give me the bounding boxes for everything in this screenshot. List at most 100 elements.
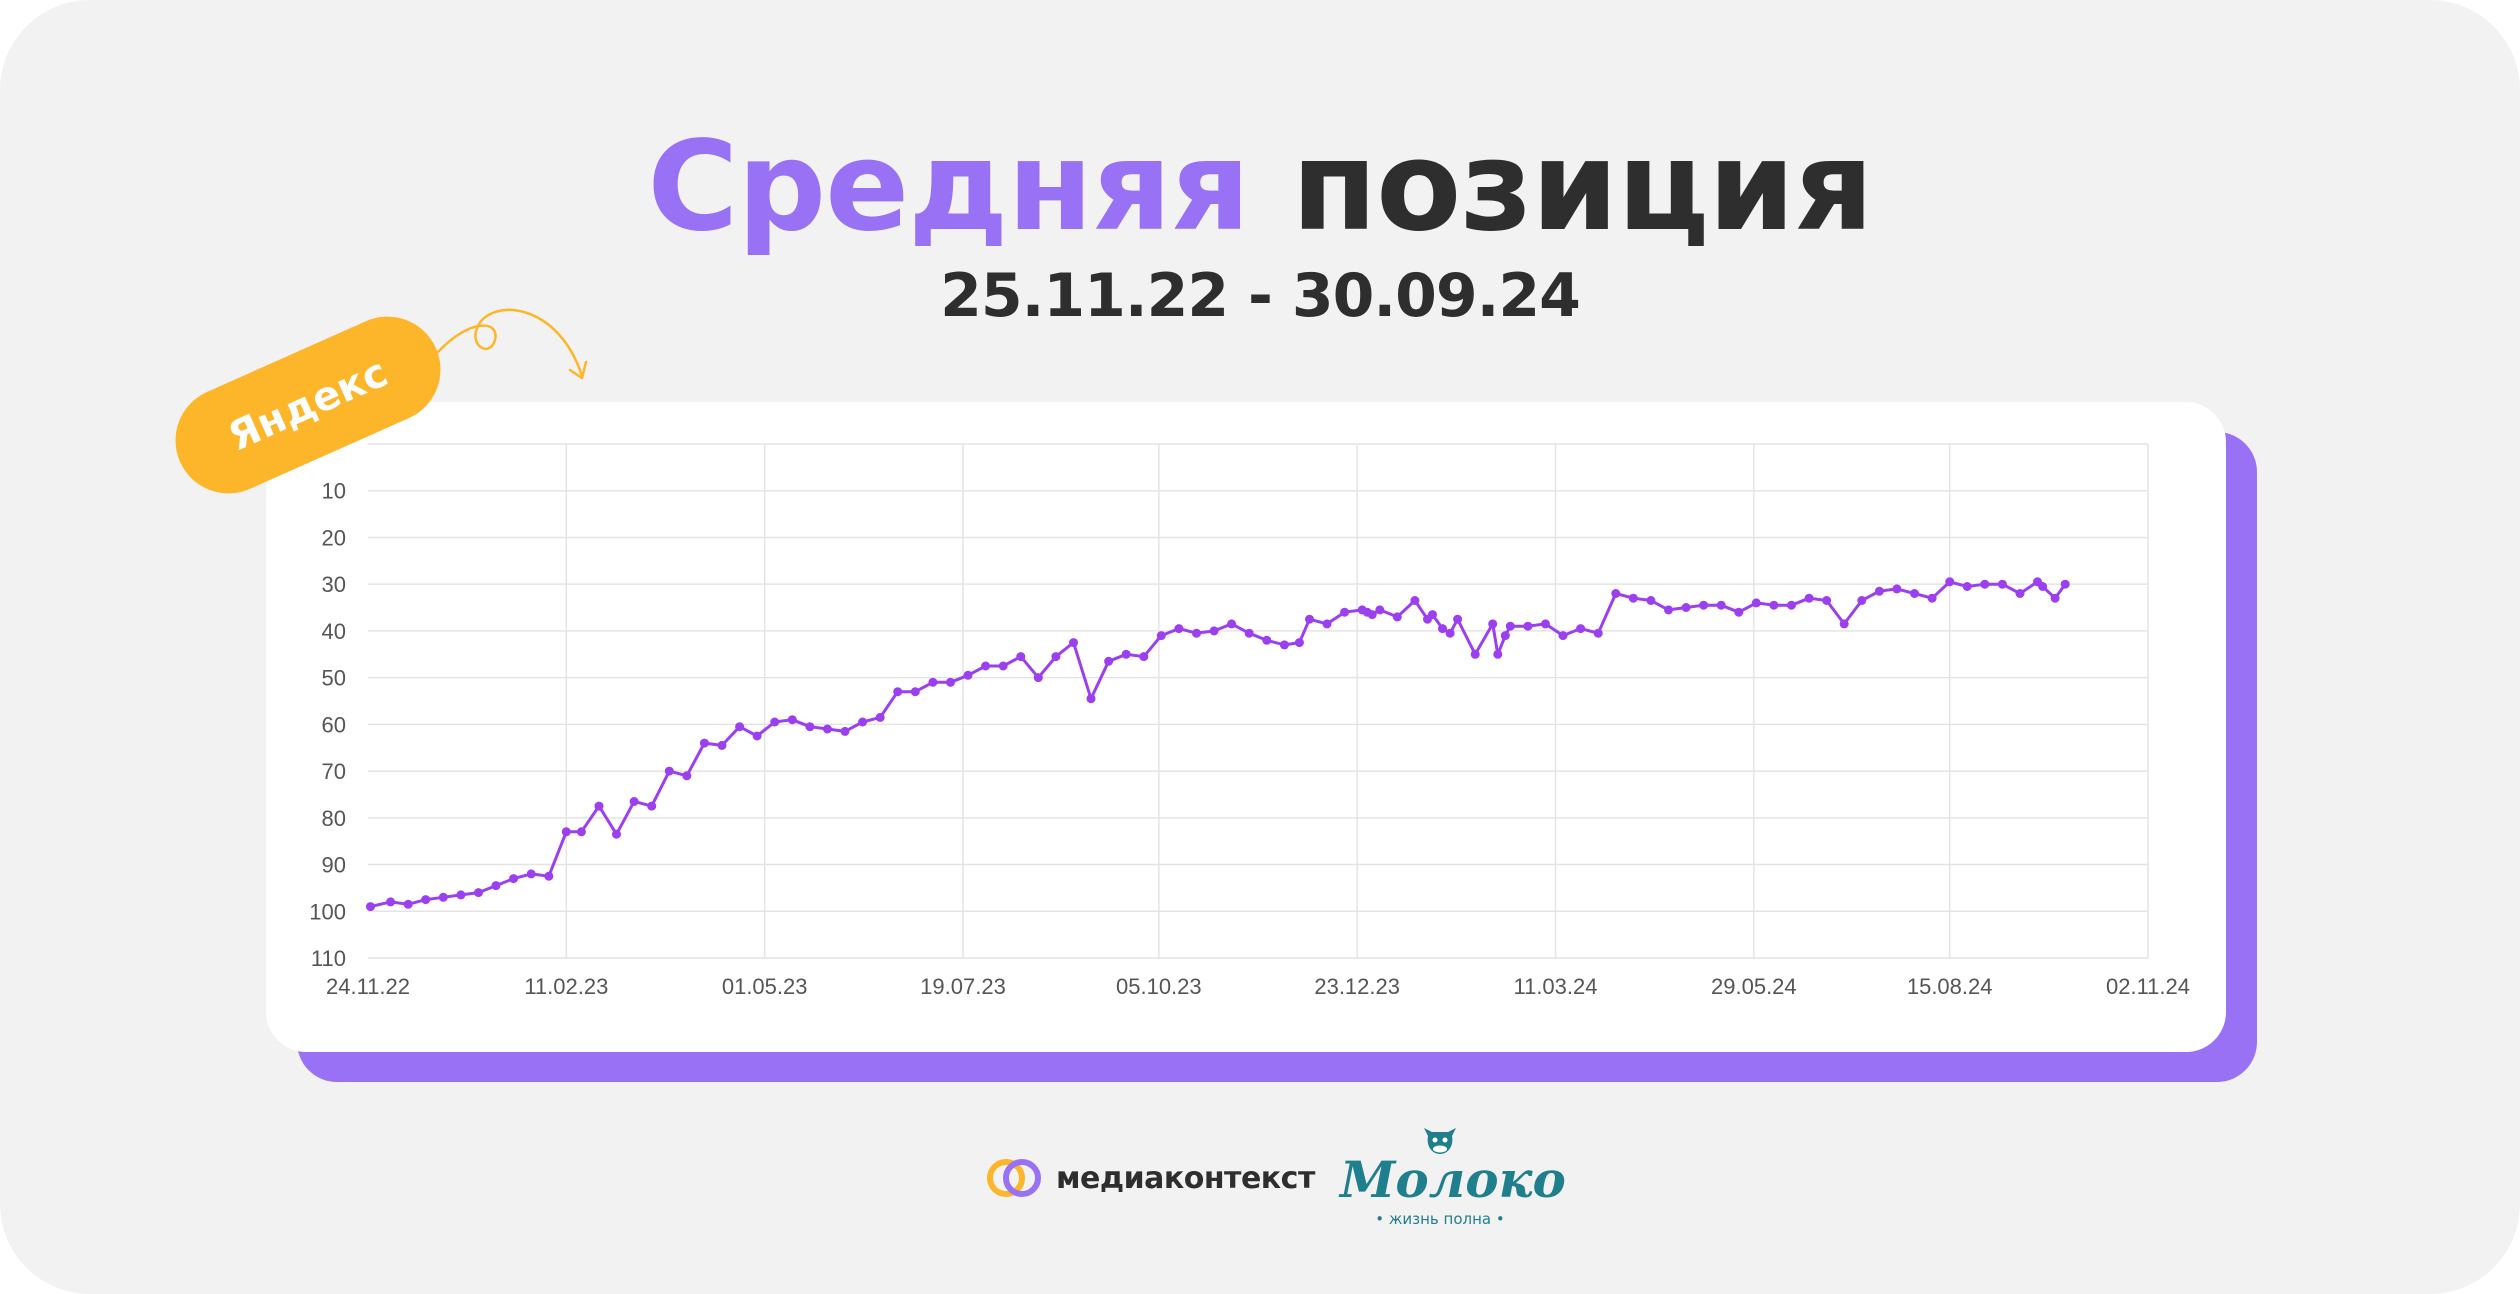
data-point [1244, 628, 1254, 638]
data-point [1839, 619, 1849, 629]
brand-mediacontext: медиаконтекст [986, 1156, 1315, 1200]
data-point [1892, 584, 1902, 594]
data-point [1734, 607, 1744, 617]
data-point [1997, 579, 2007, 589]
brand-moloko: Молоко • жизнь полна • [1340, 1128, 1566, 1238]
data-point [386, 897, 396, 907]
data-point [858, 717, 868, 727]
data-point [1945, 577, 1955, 587]
y-tick-label: 110 [311, 946, 346, 971]
data-point [1016, 652, 1026, 662]
data-point [1104, 656, 1114, 666]
data-point [366, 902, 375, 912]
x-tick-label: 23.12.23 [1314, 974, 1400, 999]
data-point [1069, 638, 1078, 648]
data-point [1927, 593, 1937, 603]
data-point [1445, 628, 1455, 638]
data-point [1209, 626, 1219, 636]
y-tick-label: 30 [322, 572, 346, 597]
data-point [1139, 652, 1149, 662]
data-point [1051, 652, 1061, 662]
data-point [1279, 640, 1289, 650]
data-point [1428, 610, 1437, 620]
brand-mediacontext-name: медиаконтекст [1056, 1160, 1315, 1196]
data-point [1874, 586, 1884, 596]
data-point [2050, 593, 2060, 603]
data-point [1980, 579, 1990, 589]
data-point [629, 797, 639, 806]
data-point [1340, 607, 1350, 617]
data-point [1664, 605, 1673, 615]
data-point [840, 726, 850, 736]
x-tick-label: 02.11.24 [2106, 974, 2190, 999]
data-point [699, 738, 709, 748]
series-line [370, 580, 2067, 909]
data-point [787, 715, 797, 725]
data-point [998, 661, 1008, 671]
data-point [1910, 589, 1919, 598]
data-point [403, 899, 413, 909]
data-point [717, 740, 727, 750]
brand-moloko-name: Молоко [1340, 1150, 1566, 1209]
overlapping-rings-logo-icon [987, 1159, 1041, 1197]
data-point [752, 731, 762, 741]
data-point [1156, 631, 1166, 641]
data-point [561, 827, 571, 837]
data-point [1716, 600, 1726, 610]
data-point [1438, 624, 1447, 634]
y-tick-label: 40 [322, 619, 346, 644]
data-point [770, 717, 780, 727]
x-tick-label: 11.02.23 [524, 974, 608, 999]
data-point [1699, 600, 1709, 610]
data-point [1174, 624, 1184, 634]
data-point [1033, 673, 1043, 683]
data-point [612, 829, 621, 839]
data-point [1305, 614, 1314, 624]
data-point [875, 712, 885, 722]
data-point [1751, 598, 1761, 608]
data-point [963, 670, 973, 680]
title-accent: Средняя [647, 115, 1250, 259]
data-point [509, 874, 519, 884]
x-tick-label: 19.07.23 [920, 974, 1006, 999]
data-point [1392, 612, 1402, 622]
data-point [2038, 582, 2048, 591]
data-point [421, 895, 431, 905]
data-point [1804, 593, 1814, 603]
data-point [1787, 600, 1796, 610]
x-tick-label: 01.05.23 [722, 974, 808, 999]
y-tick-label: 90 [322, 853, 346, 878]
data-point [1453, 614, 1463, 624]
footer: медиаконтекст Молоко • жизнь полна • [0, 1128, 2520, 1238]
data-point [544, 871, 554, 881]
x-tick-label: 24.11.22 [326, 974, 410, 999]
data-point [1541, 619, 1550, 629]
data-point [1227, 619, 1237, 629]
data-point [1505, 621, 1515, 631]
data-point [1121, 649, 1131, 659]
x-tick-label: 15.08.24 [1907, 974, 1993, 999]
data-point [946, 677, 955, 687]
data-point [1493, 649, 1503, 659]
y-tick-label: 70 [322, 759, 346, 784]
chart-card [266, 402, 2226, 1052]
data-point [1769, 600, 1779, 610]
data-point [1646, 596, 1656, 605]
data-point [1576, 624, 1586, 634]
data-point [1681, 603, 1691, 612]
page-title: Средняя позиция [0, 112, 2520, 262]
x-tick-label: 29.05.24 [1711, 974, 1797, 999]
data-point [1086, 694, 1096, 704]
data-point [910, 687, 920, 697]
cow-head-logo-icon [1424, 1128, 1456, 1154]
decorative-swirl-arrow-icon [436, 308, 584, 378]
data-point [822, 724, 832, 734]
x-tick-label: 11.03.24 [1513, 974, 1597, 999]
data-point [1367, 610, 1377, 620]
data-point [594, 801, 604, 811]
data-point [928, 677, 938, 687]
data-point [2015, 589, 2025, 598]
data-point [1857, 596, 1867, 605]
data-point [2060, 579, 2070, 589]
